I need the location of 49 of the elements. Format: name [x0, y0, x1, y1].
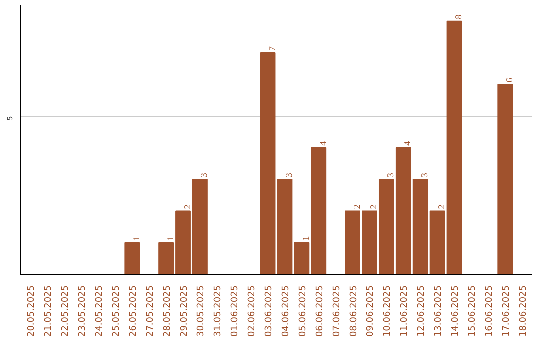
- data-label: 1: [165, 236, 176, 241]
- bar: [498, 84, 514, 274]
- x-tick-label: 04.06.2025: [281, 286, 292, 338]
- x-tick-label: 27.05.2025: [146, 286, 156, 338]
- x-tick-label: 30.05.2025: [196, 286, 207, 338]
- x-tick-label: 28.05.2025: [162, 286, 173, 338]
- x-tick-label: 16.06.2025: [484, 286, 495, 338]
- x-tick-label: 21.05.2025: [44, 286, 54, 338]
- x-tick-label: 08.06.2025: [349, 286, 360, 338]
- x-tick-label: 25.05.2025: [112, 286, 122, 338]
- data-label: 2: [352, 204, 362, 210]
- x-tick-label: 23.05.2025: [78, 286, 88, 338]
- data-label: 7: [267, 46, 278, 51]
- x-tick-label: 26.05.2025: [128, 286, 139, 338]
- x-tick-label: 10.06.2025: [383, 286, 394, 338]
- x-tick-label: 07.06.2025: [332, 286, 342, 338]
- x-tick-label: 13.06.2025: [434, 286, 444, 338]
- data-label: 1: [131, 236, 142, 241]
- data-label: 3: [420, 172, 430, 178]
- data-label: 8: [454, 14, 464, 20]
- data-label: 2: [182, 204, 192, 210]
- x-tick-label: 09.06.2025: [366, 286, 376, 338]
- data-label: 4: [318, 140, 328, 146]
- x-tick-label: 02.06.2025: [248, 286, 258, 338]
- x-tick-label: 15.06.2025: [468, 286, 478, 338]
- x-tick-label: 14.06.2025: [451, 286, 462, 338]
- data-label: 4: [402, 140, 413, 146]
- data-label: 3: [386, 172, 396, 178]
- data-label: 3: [199, 172, 210, 178]
- data-label: 2: [368, 204, 379, 210]
- x-tick-label: 17.06.2025: [502, 286, 512, 338]
- bar: [260, 52, 276, 274]
- x-tick-label: 11.06.2025: [400, 286, 410, 338]
- x-tick-label: 29.05.2025: [180, 286, 190, 338]
- x-tick-label: 31.05.2025: [214, 286, 224, 338]
- data-label: 2: [436, 204, 447, 210]
- data-label: 6: [504, 78, 514, 83]
- x-tick-label: 01.06.2025: [230, 286, 241, 338]
- x-tick-label: 06.06.2025: [315, 286, 326, 338]
- x-tick-label: 03.06.2025: [264, 286, 275, 338]
- bar: [124, 242, 140, 274]
- x-tick-label: 20.05.2025: [27, 286, 38, 338]
- x-tick-label: 22.05.2025: [61, 286, 72, 338]
- data-label: 3: [284, 172, 294, 178]
- data-label: 1: [300, 236, 311, 241]
- x-tick-label: 12.06.2025: [417, 286, 428, 338]
- x-tick-label: 24.05.2025: [94, 286, 105, 338]
- x-tick-label: 05.06.2025: [298, 286, 308, 338]
- x-tick-label: 18.06.2025: [518, 286, 529, 338]
